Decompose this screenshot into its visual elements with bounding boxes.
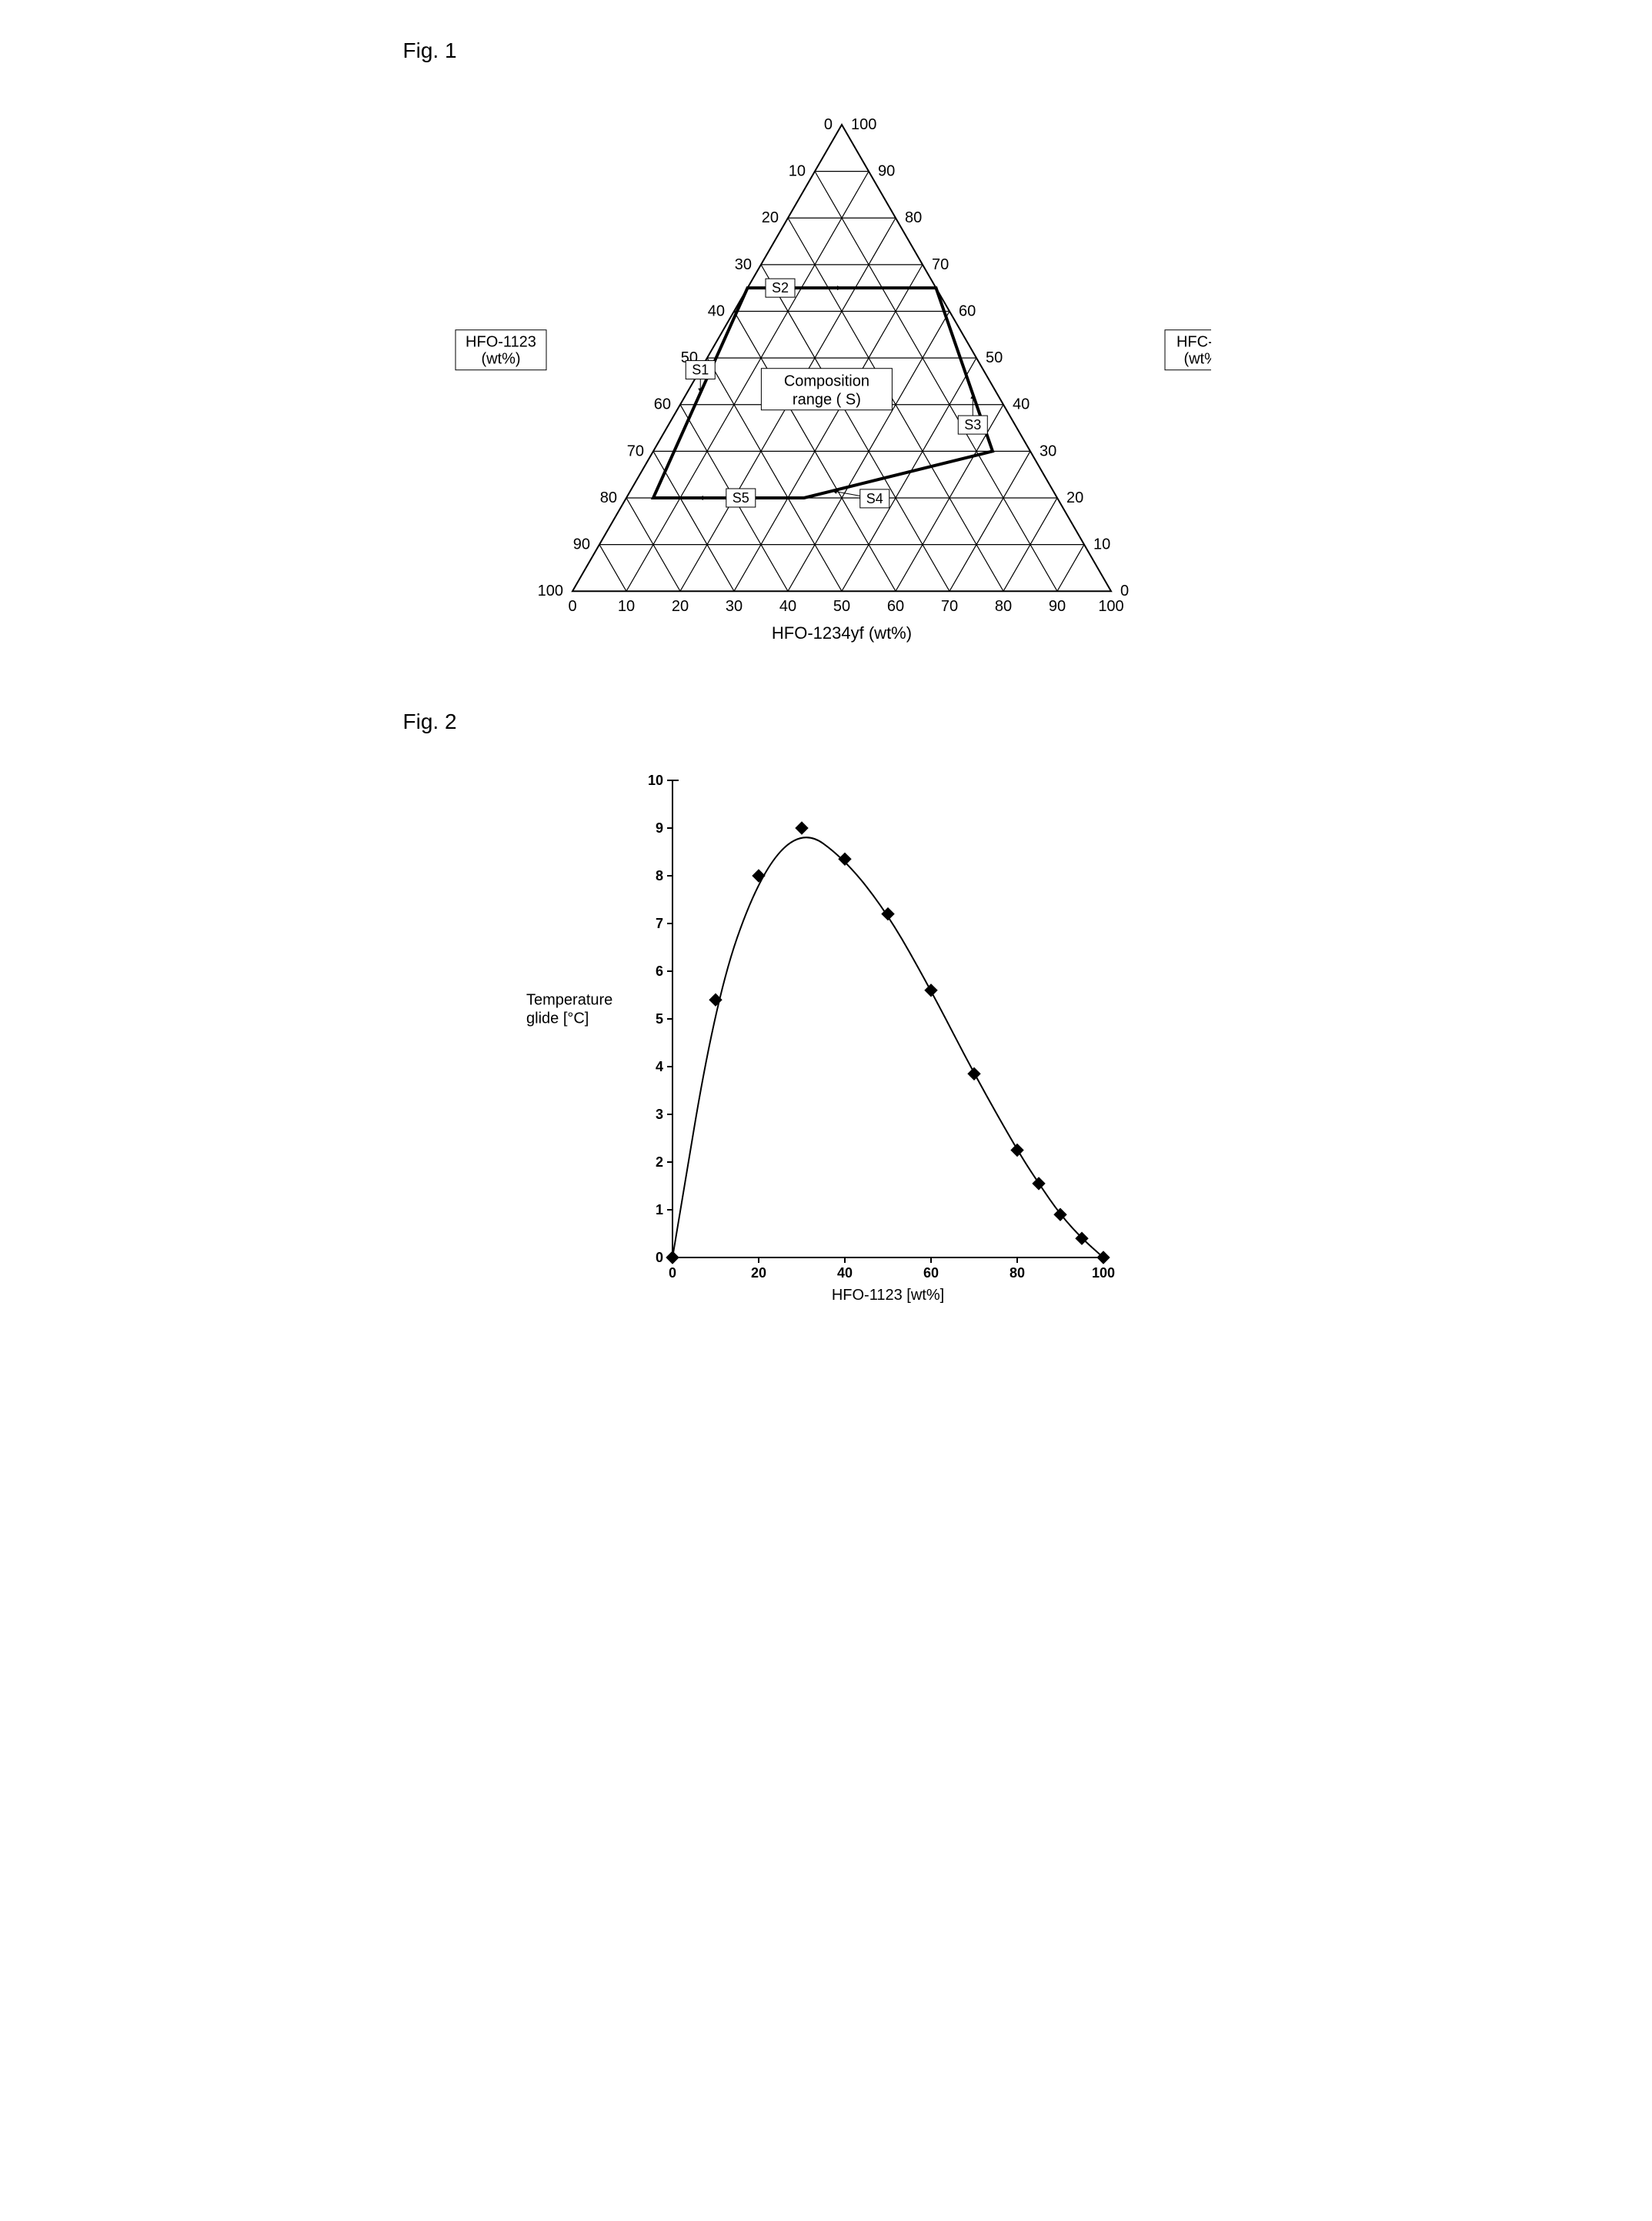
svg-text:20: 20 [671, 598, 688, 615]
svg-text:S3: S3 [964, 417, 981, 433]
svg-text:40: 40 [779, 598, 796, 615]
svg-text:100: 100 [537, 583, 562, 600]
svg-text:40: 40 [1013, 396, 1030, 413]
svg-text:10: 10 [647, 773, 662, 788]
svg-text:0: 0 [655, 1250, 662, 1265]
svg-text:S2: S2 [771, 280, 788, 296]
svg-text:9: 9 [655, 820, 662, 836]
svg-text:glide [°C]: glide [°C] [526, 1010, 589, 1027]
svg-text:(wt%): (wt%) [481, 351, 520, 368]
svg-text:0: 0 [1120, 583, 1129, 600]
svg-text:20: 20 [761, 209, 778, 226]
svg-text:8: 8 [655, 868, 662, 883]
svg-text:80: 80 [905, 209, 922, 226]
svg-text:10: 10 [1093, 536, 1110, 553]
svg-text:0: 0 [668, 1265, 676, 1281]
svg-text:80: 80 [1009, 1265, 1024, 1281]
svg-text:S4: S4 [866, 491, 883, 506]
svg-text:7: 7 [655, 916, 662, 931]
svg-text:1: 1 [655, 1202, 662, 1217]
svg-text:Temperature: Temperature [526, 991, 612, 1008]
svg-text:HFO-1234yf (wt%): HFO-1234yf (wt%) [771, 623, 911, 643]
svg-text:10: 10 [788, 163, 805, 180]
temperature-glide-chart: 012345678910020406080100HFO-1123 [wt%]Te… [442, 750, 1211, 1334]
svg-text:20: 20 [1066, 489, 1083, 506]
svg-text:60: 60 [886, 598, 903, 615]
svg-text:6: 6 [655, 964, 662, 979]
svg-text:Composition: Composition [783, 373, 869, 390]
svg-text:HFC-32: HFC-32 [1176, 334, 1210, 351]
svg-text:60: 60 [959, 302, 976, 319]
svg-text:10: 10 [617, 598, 634, 615]
svg-text:S5: S5 [732, 490, 749, 506]
svg-text:60: 60 [653, 396, 670, 413]
svg-text:S1: S1 [692, 362, 709, 378]
svg-text:40: 40 [836, 1265, 852, 1281]
svg-text:70: 70 [626, 443, 643, 459]
svg-text:30: 30 [1040, 443, 1056, 459]
svg-text:0: 0 [823, 116, 832, 133]
svg-text:2: 2 [655, 1154, 662, 1170]
svg-text:80: 80 [994, 598, 1011, 615]
svg-text:HFO-1123: HFO-1123 [466, 334, 536, 351]
svg-text:70: 70 [940, 598, 957, 615]
figure-1-label: Fig. 1 [403, 38, 1250, 63]
svg-text:100: 100 [851, 116, 876, 133]
svg-text:100: 100 [1098, 598, 1123, 615]
svg-text:5: 5 [655, 1011, 662, 1027]
svg-text:30: 30 [734, 256, 751, 273]
ternary-diagram: 0102030405060708090100010203040506070809… [442, 78, 1211, 663]
svg-text:90: 90 [1048, 598, 1065, 615]
figure-2-label: Fig. 2 [403, 710, 1250, 734]
svg-text:3: 3 [655, 1107, 662, 1122]
svg-text:70: 70 [932, 256, 949, 273]
svg-text:90: 90 [572, 536, 589, 553]
svg-text:50: 50 [833, 598, 849, 615]
svg-text:4: 4 [655, 1059, 662, 1074]
svg-text:HFO-1123 [wt%]: HFO-1123 [wt%] [831, 1287, 943, 1304]
svg-text:80: 80 [599, 489, 616, 506]
svg-text:0: 0 [568, 598, 576, 615]
svg-text:90: 90 [878, 163, 895, 180]
svg-text:100: 100 [1091, 1265, 1114, 1281]
svg-text:50: 50 [986, 349, 1003, 366]
svg-text:(wt%): (wt%) [1183, 351, 1211, 368]
svg-text:40: 40 [707, 302, 724, 319]
svg-text:30: 30 [725, 598, 742, 615]
svg-text:range ( S): range ( S) [792, 392, 860, 409]
svg-text:20: 20 [750, 1265, 766, 1281]
svg-text:60: 60 [923, 1265, 938, 1281]
